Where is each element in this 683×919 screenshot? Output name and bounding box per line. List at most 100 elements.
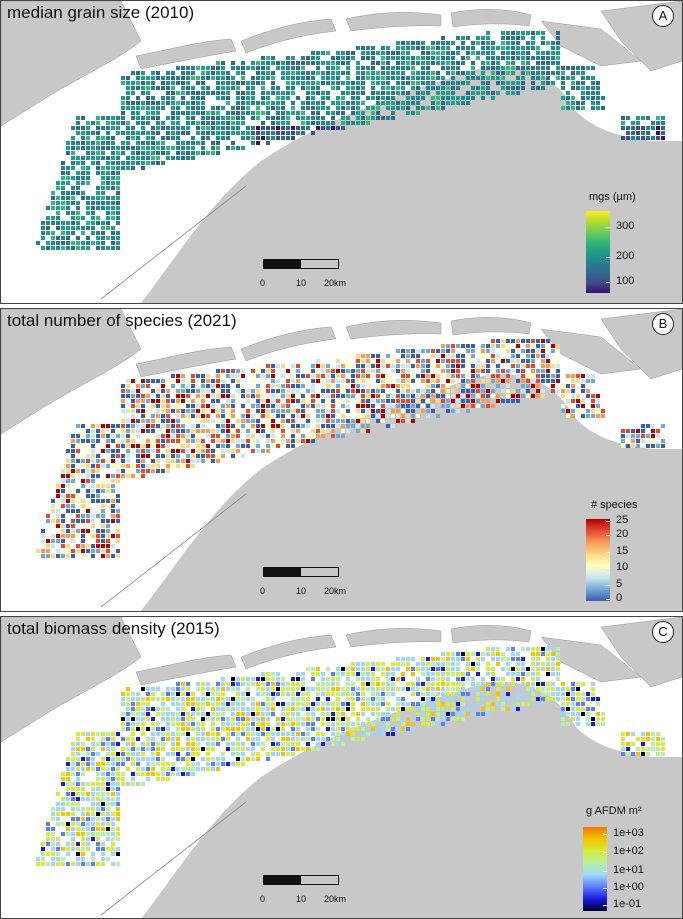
- map-cell: [506, 662, 510, 666]
- map-cell: [526, 687, 530, 691]
- map-cell: [346, 61, 350, 65]
- map-cell: [471, 76, 475, 80]
- map-cell: [216, 116, 220, 120]
- map-cell: [446, 687, 450, 691]
- map-cell: [356, 687, 360, 691]
- map-cell: [151, 449, 155, 453]
- map-cell: [346, 389, 350, 393]
- map-cell: [136, 782, 140, 786]
- map-cell: [541, 339, 545, 343]
- map-cell: [651, 737, 655, 741]
- map-cell: [106, 246, 110, 250]
- map-cell: [56, 509, 60, 513]
- map-cell: [321, 707, 325, 711]
- map-cell: [466, 389, 470, 393]
- map-cell: [491, 41, 495, 45]
- map-cell: [96, 206, 100, 210]
- map-cell: [466, 692, 470, 696]
- map-cell: [411, 404, 415, 408]
- map-cell: [661, 126, 665, 130]
- map-cell: [496, 677, 500, 681]
- map-cell: [146, 449, 150, 453]
- map-cell: [451, 662, 455, 666]
- map-cell: [246, 444, 250, 448]
- map-cell: [456, 692, 460, 696]
- map-cell: [356, 717, 360, 721]
- map-cell: [226, 449, 230, 453]
- map-cell: [111, 792, 115, 796]
- map-cell: [216, 146, 220, 150]
- map-cell: [366, 389, 370, 393]
- map-cell: [51, 201, 55, 205]
- map-cell: [506, 344, 510, 348]
- map-cell: [546, 66, 550, 70]
- map-cell: [341, 71, 345, 75]
- map-cell: [56, 514, 60, 518]
- map-cell: [411, 727, 415, 731]
- map-cell: [316, 672, 320, 676]
- map-cell: [156, 419, 160, 423]
- map-cell: [106, 534, 110, 538]
- map-cell: [551, 51, 555, 55]
- map-cell: [261, 61, 265, 65]
- map-cell: [161, 146, 165, 150]
- map-cell: [96, 459, 100, 463]
- map-cell: [371, 707, 375, 711]
- map-cell: [146, 439, 150, 443]
- map-cell: [341, 434, 345, 438]
- map-cell: [321, 374, 325, 378]
- map-cell: [351, 101, 355, 105]
- map-cell: [86, 464, 90, 468]
- map-cell: [96, 782, 100, 786]
- map-cell: [126, 717, 130, 721]
- map-cell: [421, 61, 425, 65]
- map-cell: [61, 777, 65, 781]
- map-cell: [486, 667, 490, 671]
- map-cell: [116, 752, 120, 756]
- map-cell: [56, 241, 60, 245]
- map-cell: [481, 707, 485, 711]
- map-cell: [181, 96, 185, 100]
- map-cell: [471, 687, 475, 691]
- map-cell: [236, 121, 240, 125]
- map-cell: [111, 504, 115, 508]
- map-cell: [71, 747, 75, 751]
- map-cell: [216, 682, 220, 686]
- map-cell: [661, 747, 665, 751]
- map-cell: [341, 56, 345, 60]
- map-cell: [391, 359, 395, 363]
- map-cell: [626, 136, 630, 140]
- map-cell: [91, 206, 95, 210]
- map-cell: [71, 529, 75, 533]
- map-cell: [131, 752, 135, 756]
- map-cell: [86, 236, 90, 240]
- map-cell: [556, 369, 560, 373]
- map-cell: [381, 76, 385, 80]
- map-cell: [76, 121, 80, 125]
- map-cell: [256, 131, 260, 135]
- map-cell: [141, 146, 145, 150]
- map-cell: [126, 106, 130, 110]
- map-cell: [186, 81, 190, 85]
- map-cell: [171, 156, 175, 160]
- map-cell: [286, 409, 290, 413]
- map-cell: [271, 121, 275, 125]
- map-cell: [331, 419, 335, 423]
- map-cell: [146, 697, 150, 701]
- map-cell: [116, 807, 120, 811]
- map-cell: [326, 66, 330, 70]
- map-cell: [176, 151, 180, 155]
- map-cell: [496, 394, 500, 398]
- map-cell: [261, 394, 265, 398]
- map-cell: [56, 196, 60, 200]
- map-cell: [471, 662, 475, 666]
- map-cell: [276, 389, 280, 393]
- map-cell: [381, 682, 385, 686]
- map-cell: [166, 404, 170, 408]
- map-cell: [541, 76, 545, 80]
- map-cell: [96, 439, 100, 443]
- map-cell: [476, 712, 480, 716]
- map-cell: [166, 772, 170, 776]
- map-cell: [136, 727, 140, 731]
- map-cell: [306, 722, 310, 726]
